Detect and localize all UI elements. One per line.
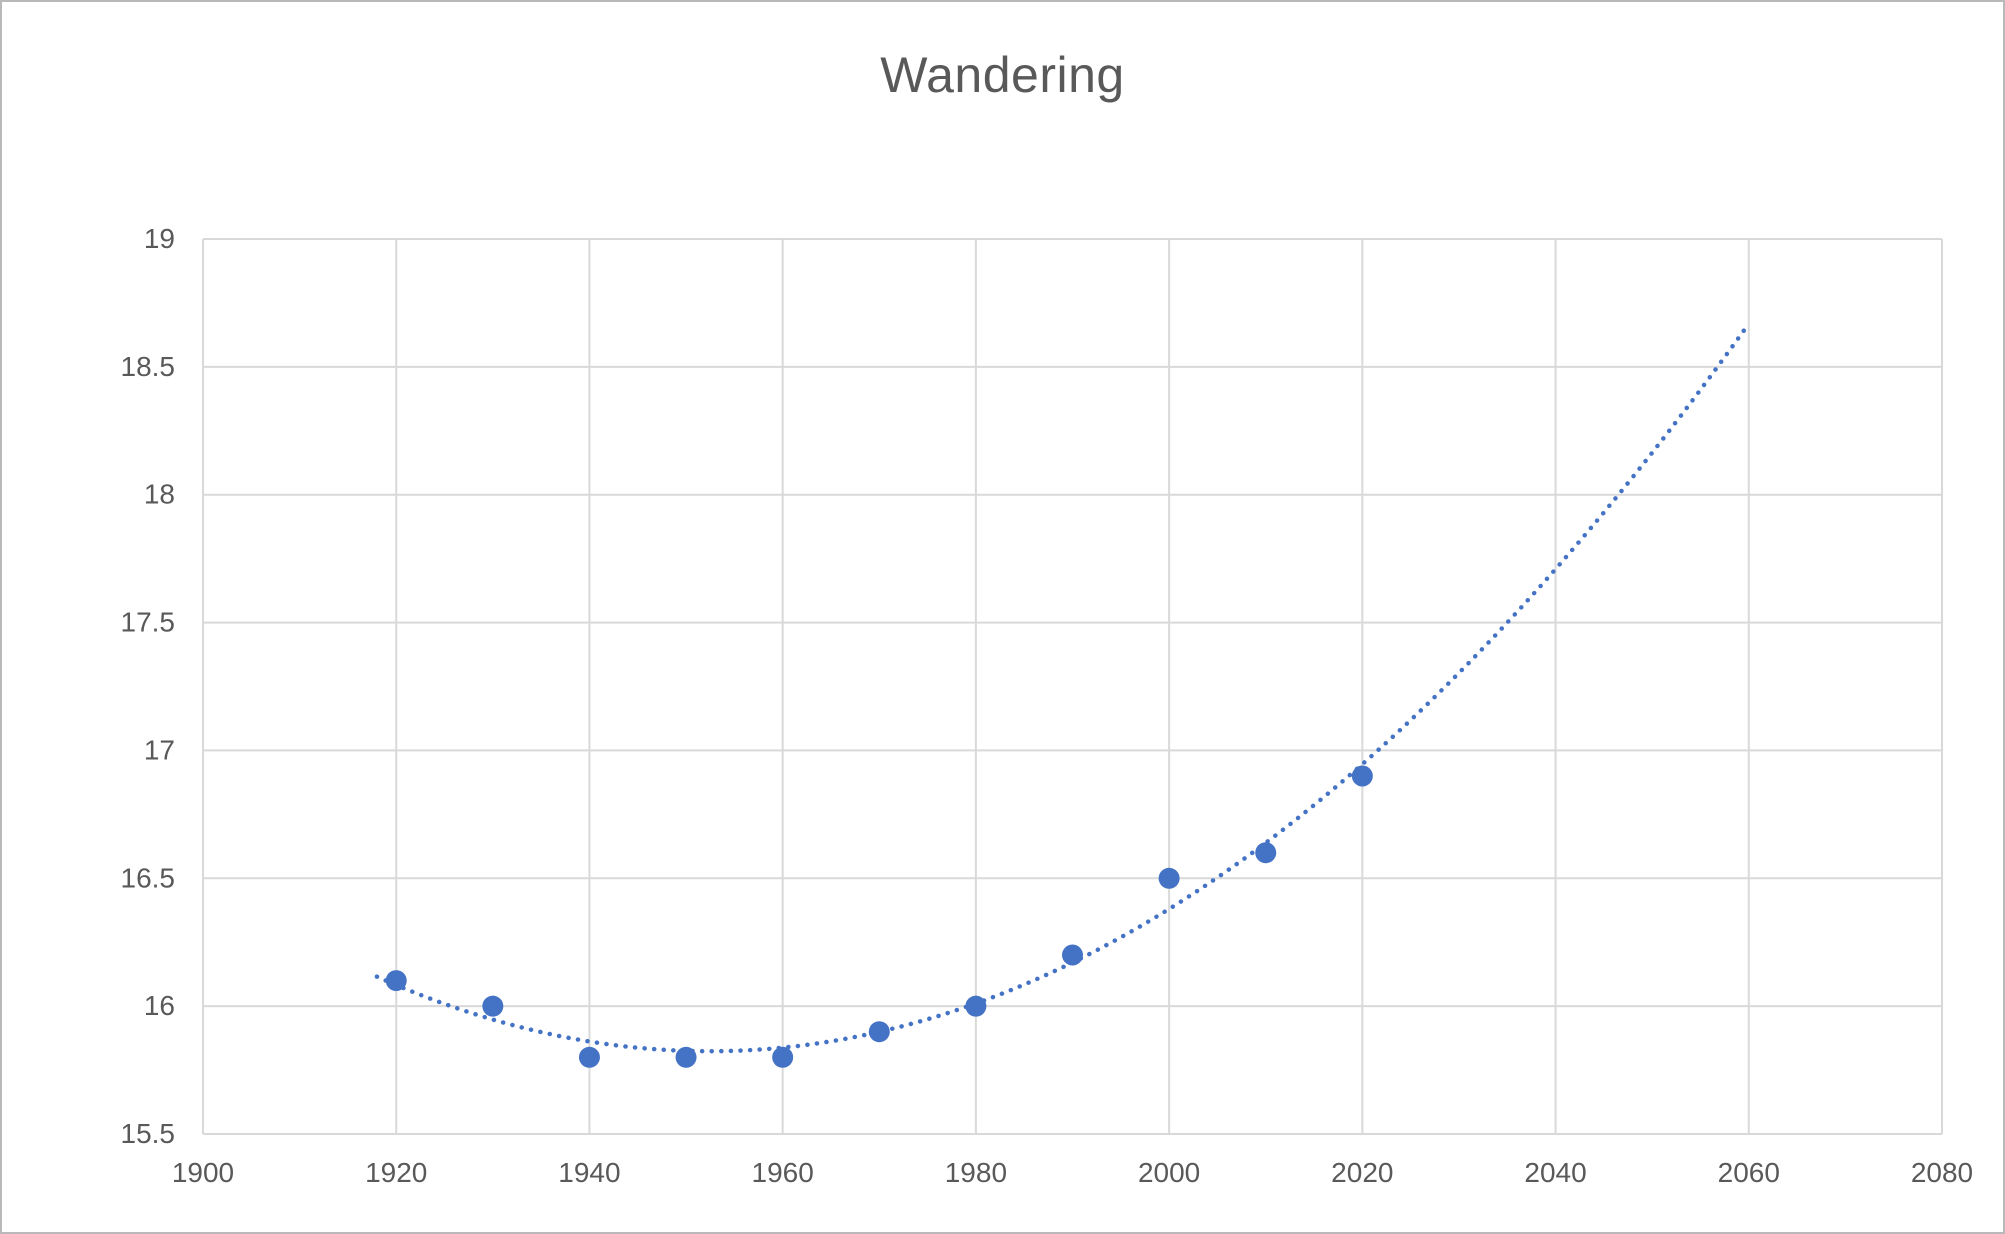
data-point [578,1046,600,1068]
chart-title: Wandering [880,47,1125,103]
y-tick-label: 18.5 [121,351,176,382]
data-point [965,995,987,1017]
x-tick-label: 2040 [1524,1157,1586,1188]
data-point [482,995,504,1017]
data-point [868,1021,890,1043]
x-tick-label: 2000 [1138,1157,1200,1188]
x-tick-label: 1980 [945,1157,1007,1188]
x-tick-label: 1900 [172,1157,234,1188]
x-tick-label: 2080 [1911,1157,1973,1188]
x-tick-label: 1960 [752,1157,814,1188]
y-tick-label: 15.5 [121,1118,176,1149]
data-point [1158,867,1180,889]
y-tick-label: 19 [144,223,175,254]
x-tick-label: 1940 [558,1157,620,1188]
trendline [374,321,1752,1054]
data-point [1351,765,1373,787]
data-point [385,970,407,992]
data-point [772,1046,794,1068]
x-tick-label: 2060 [1718,1157,1780,1188]
y-tick-label: 17 [144,734,175,765]
y-tick-label: 18 [144,479,175,510]
data-point [675,1046,697,1068]
data-point [1062,944,1083,966]
y-tick-label: 16.5 [121,862,176,893]
x-tick-label: 1920 [365,1157,427,1188]
y-tick-label: 16 [144,990,175,1021]
x-tick-label: 2020 [1331,1157,1393,1188]
data-point [1255,842,1277,864]
y-tick-label: 17.5 [121,607,176,638]
